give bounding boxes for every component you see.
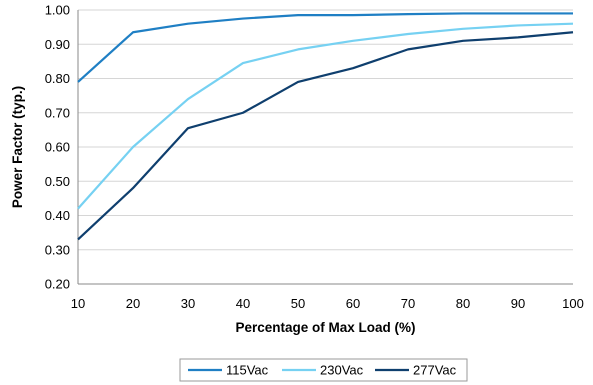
x-tick-label: 90 xyxy=(511,296,525,311)
legend-box xyxy=(179,358,468,382)
y-tick-label: 0.40 xyxy=(45,208,70,223)
x-tick-label: 30 xyxy=(181,296,195,311)
y-tick-labels: 0.20 0.30 0.40 0.50 0.60 0.70 0.80 0.90 1.00 xyxy=(45,3,70,292)
legend: 115Vac 230Vac 277Vac xyxy=(179,358,468,382)
x-tick-label: 20 xyxy=(126,296,140,311)
x-tick-label: 50 xyxy=(291,296,305,311)
y-tick-label: 0.60 xyxy=(45,140,70,155)
grid-lines xyxy=(78,9,573,251)
series-line-115vac xyxy=(77,12,573,83)
x-tick-label: 70 xyxy=(401,296,415,311)
legend-label: 277Vac xyxy=(413,363,457,378)
y-tick-label: 0.80 xyxy=(45,71,70,86)
x-tick-labels: 10 20 30 40 50 60 70 80 90 100 xyxy=(71,296,584,311)
x-tick-label: 40 xyxy=(236,296,250,311)
legend-label: 115Vac xyxy=(226,363,269,378)
y-tick-label: 0.20 xyxy=(45,277,70,292)
y-axis-title: Power Factor (typ.) xyxy=(10,86,25,208)
x-tick-label: 10 xyxy=(71,296,85,311)
y-tick-label: 0.90 xyxy=(45,37,70,52)
series-line-230vac xyxy=(77,22,574,210)
y-tick-label: 0.30 xyxy=(45,242,70,257)
x-tick-label: 80 xyxy=(456,296,470,311)
x-tick-label: 60 xyxy=(346,296,360,311)
y-tick-label: 1.00 xyxy=(45,3,70,18)
x-tick-label: 100 xyxy=(562,296,584,311)
y-tick-label: 0.50 xyxy=(45,174,70,189)
series-line-277vac xyxy=(77,31,574,241)
x-axis-title: Percentage of Max Load (%) xyxy=(235,320,415,335)
legend-label: 230Vac xyxy=(320,363,364,378)
series-lines xyxy=(77,12,574,241)
y-tick-label: 0.70 xyxy=(45,105,70,120)
